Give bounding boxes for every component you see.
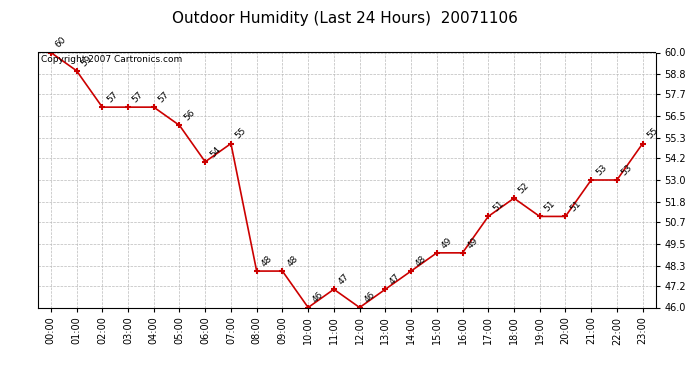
Text: 60: 60 <box>54 35 68 50</box>
Text: 49: 49 <box>440 236 454 250</box>
Text: 59: 59 <box>79 54 94 68</box>
Text: 57: 57 <box>157 90 171 104</box>
Text: 47: 47 <box>337 272 351 286</box>
Text: 54: 54 <box>208 145 222 159</box>
Text: 48: 48 <box>414 254 428 268</box>
Text: 57: 57 <box>105 90 119 104</box>
Text: Copyright 2007 Cartronics.com: Copyright 2007 Cartronics.com <box>41 55 182 64</box>
Text: 55: 55 <box>645 126 660 141</box>
Text: 53: 53 <box>594 163 609 177</box>
Text: Outdoor Humidity (Last 24 Hours)  20071106: Outdoor Humidity (Last 24 Hours) 2007110… <box>172 11 518 26</box>
Text: 51: 51 <box>491 199 506 214</box>
Text: 48: 48 <box>285 254 299 268</box>
Text: 51: 51 <box>569 199 583 214</box>
Text: 51: 51 <box>542 199 557 214</box>
Text: 46: 46 <box>362 290 377 305</box>
Text: 53: 53 <box>620 163 634 177</box>
Text: 55: 55 <box>234 126 248 141</box>
Text: 46: 46 <box>311 290 325 305</box>
Text: 49: 49 <box>465 236 480 250</box>
Text: 47: 47 <box>388 272 402 286</box>
Text: 57: 57 <box>131 90 146 104</box>
Text: 56: 56 <box>182 108 197 123</box>
Text: 48: 48 <box>259 254 274 268</box>
Text: 52: 52 <box>517 181 531 195</box>
